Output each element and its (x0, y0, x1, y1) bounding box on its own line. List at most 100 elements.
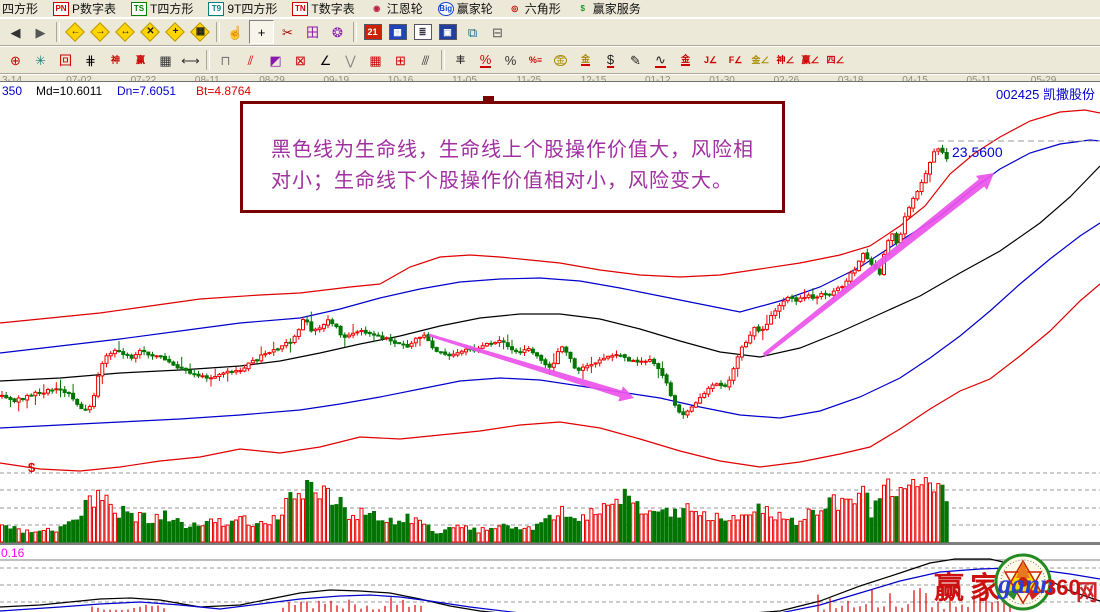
crosshair-tool-icon[interactable]: + (249, 20, 274, 44)
box-handle-icon[interactable]: ⊓ (220, 52, 231, 68)
toolbar-drawing-tools: ⊕ ✳ 回 ⋕ 神 赢 ▦ ⟷ ⊓ ⫽ ◩ ⊠ ∠ ⋁ ▦ ⊞ ⫻ 丰%% %≡ 金 金 $ ✎ ∿ 金 J∠ F∠ 金∠ 神∠ 赢∠ 四∠ (0, 46, 1100, 74)
date-tick-label: 05-29 (1031, 75, 1057, 87)
gann-circle-icon[interactable]: ⊕ (10, 52, 21, 68)
date-tick-label: 05-11 (967, 75, 992, 87)
diamond-cross-icon[interactable]: ✕ (139, 21, 162, 43)
stock-code-name: 002425 凯撒股份 (996, 87, 1095, 102)
annotation-text: 黑色线为生命线，生命线上个股操作价值大，风险相对小；生命线下个股操作价值相对小，… (271, 139, 754, 192)
menu-item-winner-service[interactable]: $ 赢家服务 (576, 0, 641, 17)
wave-icon[interactable]: ∿ (655, 51, 666, 68)
menu-label-t-square: T四方形 (150, 2, 194, 16)
percent-levels-icon[interactable]: %≡ (528, 54, 543, 65)
ying-grid-icon[interactable]: 赢 (135, 54, 145, 65)
menu-label-t-number: T数字表 (311, 2, 355, 16)
back-icon[interactable]: ◀ (10, 24, 21, 40)
toolbar-navigation: ◀ ▶ ← → ↔ ✕ + ▦ ☝ + ✂ 田 ❂ 21 ▦ ≣ ▣ ⧉ ⊟ (0, 18, 1100, 46)
hatch-square-icon[interactable]: ▦ (159, 52, 172, 68)
menu-label-hexagon: 六角形 (524, 2, 561, 16)
grid-dot-icon[interactable]: ⊞ (395, 52, 406, 68)
menu-icon-gann-wheel: ◉ (373, 3, 381, 13)
band-dn-value: Dn=7.6051 (117, 84, 177, 98)
red-grid-icon[interactable]: ▦ (369, 52, 382, 68)
menu-icon-t-number: TN (292, 1, 309, 16)
angle-lines-icon[interactable]: ∠ (319, 52, 332, 68)
menu-item-9t-square[interactable]: T9 9T四方形 (208, 0, 277, 17)
toolbar-separator (441, 50, 445, 70)
brush-icon[interactable]: ✎ (630, 52, 641, 68)
slant-lines-icon[interactable]: ⫻ (421, 52, 430, 68)
diamond-grid-icon[interactable]: ▦ (189, 21, 212, 43)
fan-lines-icon[interactable]: ⫽ (247, 52, 254, 68)
chart-pane[interactable]: $ 350 Md=10.6011 Dn=7.6051 Bt=4.8764 002… (0, 81, 1100, 612)
forward-icon[interactable]: ▶ (35, 24, 46, 40)
diamond-left-icon[interactable]: ← (64, 21, 87, 43)
calculator-icon[interactable]: ▦ (386, 21, 409, 43)
menu-icon-winner-service: $ (580, 3, 585, 13)
date-tick-label: 03-18 (838, 75, 864, 87)
svg-text:$: $ (28, 460, 36, 475)
menu-item-t-number[interactable]: TN T数字表 (292, 0, 355, 17)
date-tick-label: 12-15 (581, 75, 607, 87)
date-tick-label: 10-16 (388, 75, 414, 87)
network-icon[interactable]: ⧉ (467, 24, 478, 40)
gann-box-tool-icon[interactable]: 田 (305, 24, 319, 40)
menu-label-p-square: 四方形 (2, 2, 39, 16)
band-bt-value: Bt=4.8764 (196, 84, 252, 98)
gold-underline-icon[interactable]: 金 (680, 53, 690, 66)
menu-item-p-number[interactable]: PN P数字表 (53, 0, 116, 17)
kline-tool-icon[interactable]: ⋕ (85, 52, 96, 68)
gold-circle-icon[interactable]: 金 (553, 54, 567, 66)
menu-icon-9t-square: T9 (208, 1, 225, 16)
width-measure-icon[interactable]: ⟷ (181, 52, 200, 68)
gann-wheel-icon[interactable]: ✳ (35, 52, 46, 68)
date-tick-label: 08-11 (195, 75, 220, 87)
workstation-icon[interactable]: ⊟ (492, 24, 503, 40)
shen-grid-icon[interactable]: 神 (110, 54, 120, 65)
spiral-tool-icon[interactable]: ❂ (332, 24, 343, 40)
menu-item-winner-wheel[interactable]: Big 赢家轮 (437, 0, 493, 17)
annotation-handle[interactable] (483, 96, 494, 101)
menu-label-p-number: P数字表 (72, 2, 117, 16)
menu-item-t-square[interactable]: TS T四方形 (131, 0, 193, 17)
date-axis: 3-14 07-02 07-22 08-11 08-29 09-19 10-16 11-05 1… (0, 74, 1100, 87)
j-angle-icon[interactable]: J∠ (703, 54, 718, 65)
f-angle-icon[interactable]: F∠ (728, 54, 743, 65)
v-shape-icon[interactable]: ⋁ (345, 52, 356, 68)
shen-angle-icon[interactable]: 神∠ (776, 54, 795, 65)
menu-item-gann-wheel[interactable]: ◉ 江恩轮 (370, 0, 423, 17)
date-tick-label: 01-12 (645, 75, 671, 87)
diamond-hmove-icon[interactable]: ↔ (114, 21, 137, 43)
gann-square-icon[interactable]: 回 (58, 52, 72, 68)
diamond-right-icon[interactable]: → (89, 21, 112, 43)
annotation-box[interactable]: 黑色线为生命线，生命线上个股操作价值大，风险相对小；生命线下个股操作价值相对小，… (240, 101, 785, 213)
cut-line-icon[interactable]: ✂ (282, 24, 293, 40)
date-tick-label: 07-02 (66, 75, 92, 87)
percent-line-icon[interactable]: % (479, 51, 492, 68)
calendar-icon[interactable]: 21 (361, 21, 384, 43)
box-x-icon[interactable]: ⊠ (295, 52, 306, 68)
menu-label-gann-wheel: 江恩轮 (386, 2, 423, 16)
gold-angle-icon[interactable]: 金∠ (751, 54, 770, 65)
menu-item-p-square[interactable]: 四方形 (2, 0, 38, 17)
date-tick-label: 11-25 (516, 75, 541, 87)
levels-icon[interactable]: 丰 (455, 54, 465, 65)
band-md-value: Md=10.6011 (36, 84, 103, 98)
diamond-plus-icon[interactable]: + (164, 21, 187, 43)
date-tick-label: 11-05 (452, 75, 477, 87)
save-icon[interactable]: ▣ (436, 21, 459, 43)
date-tick-label: 02-26 (774, 75, 800, 87)
date-tick-label: 01-30 (709, 75, 735, 87)
percent-icon[interactable]: % (504, 52, 517, 68)
ying-angle-icon[interactable]: 赢∠ (801, 54, 820, 65)
dollar-levels-icon[interactable]: $ (606, 51, 615, 68)
si-angle-icon[interactable]: 四∠ (826, 54, 845, 65)
notes-icon[interactable]: ≣ (411, 21, 434, 43)
indicator-status-line: 350 Md=10.6011 Dn=7.6051 Bt=4.8764 00242… (0, 84, 1100, 102)
gold-levels-icon[interactable]: 金 (580, 53, 590, 66)
fan-box-icon[interactable]: ◩ (269, 52, 282, 68)
chart-canvas[interactable]: $ (0, 82, 1100, 612)
date-tick-label: 09-19 (324, 75, 350, 87)
hand-tool-icon[interactable]: ☝ (227, 24, 244, 40)
menu-item-hexagon[interactable]: ◎ 六角形 (508, 0, 561, 17)
